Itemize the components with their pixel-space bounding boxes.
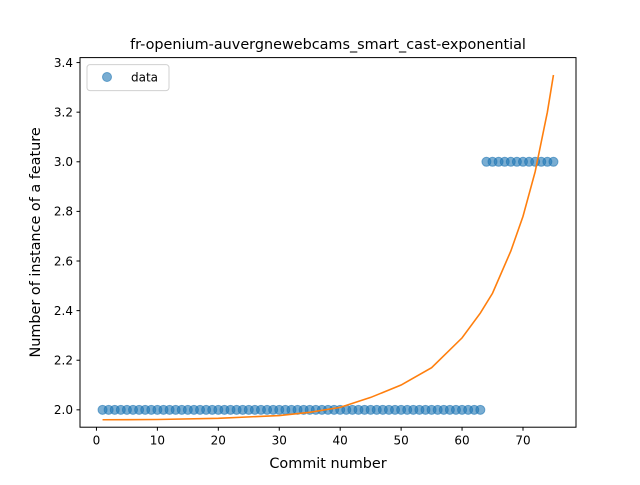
plot-frame	[79, 57, 577, 428]
data-point	[548, 156, 559, 167]
x-tick-label: 70	[515, 434, 530, 448]
x-tick-label: 40	[333, 434, 348, 448]
chart-title: fr-openium-auvergnewebcams_smart_cast-ex…	[130, 37, 526, 53]
y-tick-label: 3.0	[54, 155, 73, 169]
y-tick-label: 3.4	[54, 56, 73, 70]
fit-line	[102, 74, 555, 421]
y-tick-label: 2.4	[54, 304, 73, 318]
legend-box	[86, 64, 170, 92]
y-tick-label: 2.6	[54, 254, 73, 268]
x-axis-label: Commit number	[269, 456, 386, 472]
plot-area	[97, 74, 559, 421]
legend-marker-data	[102, 72, 112, 82]
y-axis: 2.0 2.2 2.4 2.6 2.8 3.0 3.2 3.4	[54, 56, 80, 417]
x-tick-label: 20	[211, 434, 226, 448]
x-tick-label: 10	[150, 434, 165, 448]
x-tick-label: 50	[393, 434, 408, 448]
x-tick-label: 60	[454, 434, 469, 448]
legend-label-data: data	[131, 71, 158, 85]
y-tick-label: 3.2	[54, 105, 73, 119]
y-axis-label: Number of instance of a feature	[28, 127, 44, 357]
x-tick-label: 0	[93, 434, 101, 448]
x-axis: 0 10 20 30 40 50 60 70	[93, 427, 531, 448]
legend: data	[86, 64, 170, 92]
y-tick-label: 2.2	[54, 354, 73, 368]
y-tick-label: 2.8	[54, 205, 73, 219]
y-tick-label: 2.0	[54, 403, 73, 417]
x-tick-label: 30	[272, 434, 287, 448]
data-point	[475, 404, 486, 415]
